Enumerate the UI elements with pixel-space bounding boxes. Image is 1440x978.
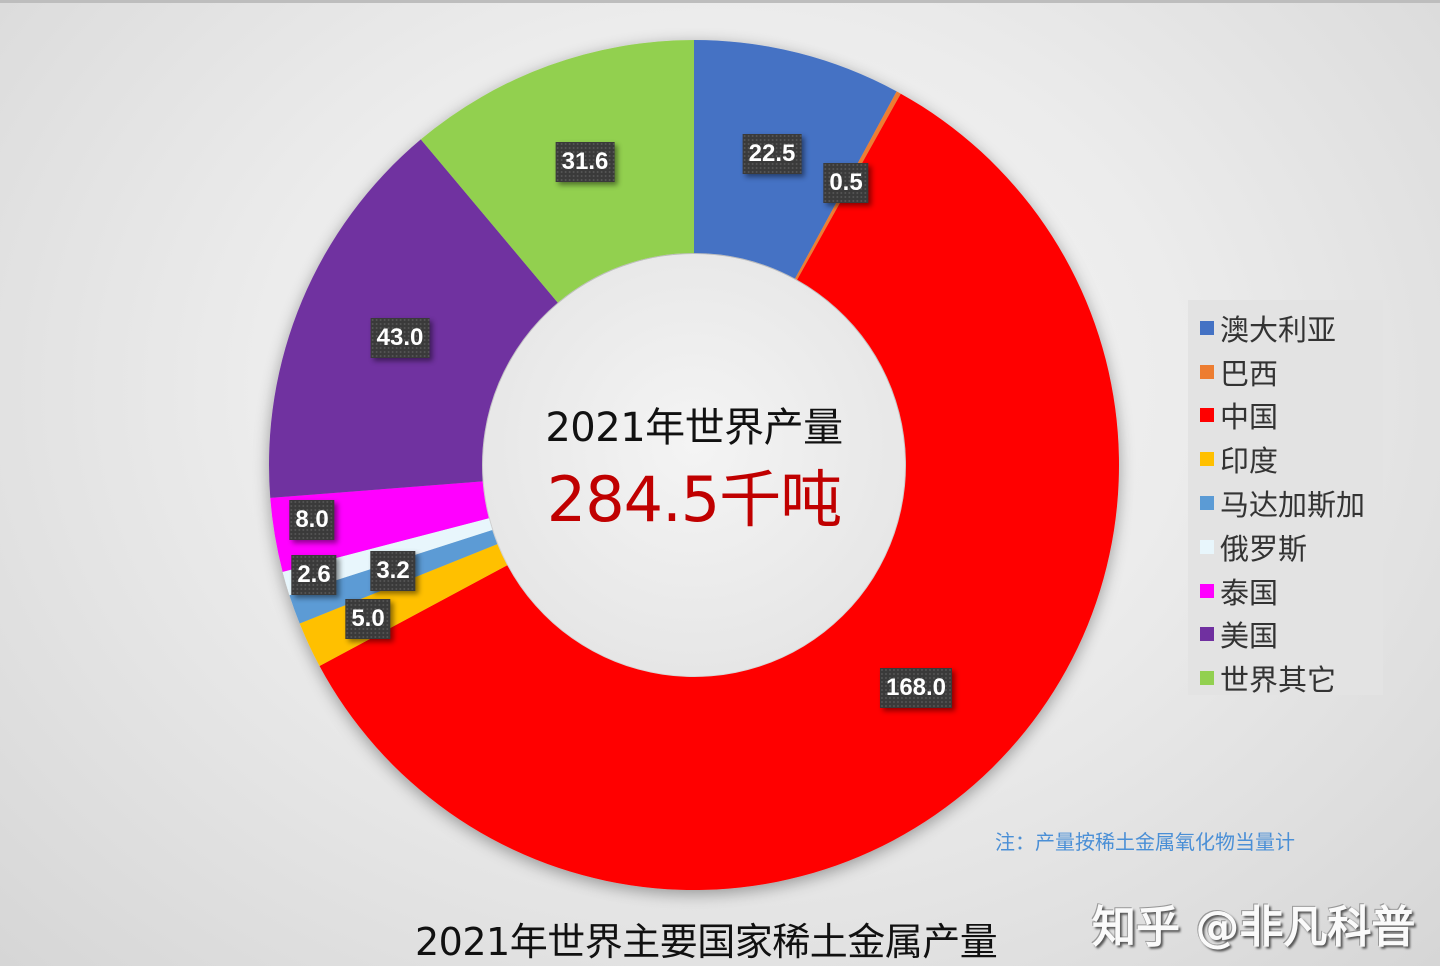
legend-swatch-icon xyxy=(1200,583,1214,598)
legend-label: 巴西 xyxy=(1220,356,1279,391)
data-label-china: 168.0 xyxy=(879,668,953,708)
legend-item-rest-of-world: 世界其它 xyxy=(1188,656,1383,700)
data-label-madagascar: 3.2 xyxy=(370,551,416,591)
data-label-usa: 43.0 xyxy=(370,318,430,358)
chart-title: 2021年世界主要国家稀土金属产量 xyxy=(415,920,998,964)
center-total-value: 284.5千吨 xyxy=(546,463,843,536)
legend-label: 马达加斯加 xyxy=(1220,488,1366,523)
data-label-india: 5.0 xyxy=(345,599,391,639)
data-label-rest-of-world: 31.6 xyxy=(555,142,615,182)
data-label-brazil: 0.5 xyxy=(823,163,869,203)
watermark: 知乎 @非凡科普 xyxy=(1092,902,1416,953)
legend-label: 澳大利亚 xyxy=(1220,312,1337,347)
legend-item-russia: 俄罗斯 xyxy=(1188,525,1383,569)
legend-label: 俄罗斯 xyxy=(1220,531,1308,566)
legend-swatch-icon xyxy=(1200,364,1214,379)
legend-label: 世界其它 xyxy=(1220,663,1337,698)
legend-swatch-icon xyxy=(1200,627,1214,642)
legend-swatch-icon xyxy=(1200,539,1214,554)
legend-item-india: 印度 xyxy=(1188,437,1383,481)
data-label-russia: 2.6 xyxy=(291,555,337,595)
legend-item-china: 中国 xyxy=(1188,394,1383,438)
legend-item-australia: 澳大利亚 xyxy=(1188,306,1383,350)
legend-swatch-icon xyxy=(1200,496,1214,511)
legend-item-brazil: 巴西 xyxy=(1188,350,1383,394)
donut-hole xyxy=(483,254,905,676)
legend-swatch-icon xyxy=(1200,671,1214,686)
center-title: 2021年世界产量 xyxy=(545,405,843,451)
data-label-thailand: 8.0 xyxy=(289,500,335,540)
legend-swatch-icon xyxy=(1200,408,1214,423)
chart-legend: 澳大利亚 巴西 中国 印度 马达加斯加 俄罗斯 泰国 美国 xyxy=(1188,300,1383,697)
legend-label: 中国 xyxy=(1220,400,1279,435)
legend-item-usa: 美国 xyxy=(1188,613,1383,657)
footnote: 注：产量按稀土金属氧化物当量计 xyxy=(995,830,1295,854)
legend-label: 泰国 xyxy=(1220,575,1279,610)
legend-swatch-icon xyxy=(1200,320,1214,335)
data-label-australia: 22.5 xyxy=(742,134,802,174)
legend-label: 印度 xyxy=(1220,444,1279,479)
legend-swatch-icon xyxy=(1200,452,1214,467)
legend-item-thailand: 泰国 xyxy=(1188,569,1383,613)
legend-item-madagascar: 马达加斯加 xyxy=(1188,481,1383,525)
legend-label: 美国 xyxy=(1220,619,1279,654)
